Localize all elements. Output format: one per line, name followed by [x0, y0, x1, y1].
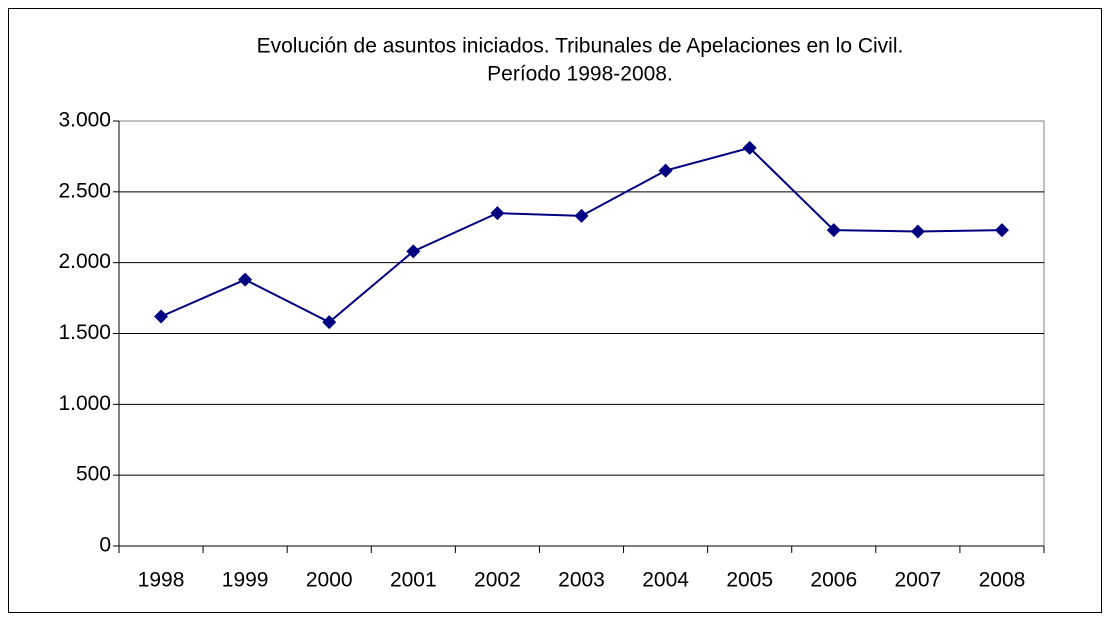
data-point: [994, 223, 1009, 238]
x-tick-label: 2006: [810, 569, 857, 592]
y-tick-label: 2.000: [58, 250, 111, 273]
x-tick-label: 2003: [558, 569, 605, 592]
x-tick-label: 2005: [726, 569, 773, 592]
chart-border: [8, 8, 1102, 613]
data-point: [490, 206, 505, 221]
y-tick-label: 1.000: [58, 392, 111, 415]
data-point: [406, 244, 421, 259]
data-point: [322, 315, 337, 330]
x-tick-label: 2008: [979, 569, 1026, 592]
x-tick-label: 1998: [138, 569, 185, 592]
data-point: [826, 223, 841, 238]
x-tick-label: 2004: [642, 569, 689, 592]
x-tick-label: 2001: [390, 569, 437, 592]
data-point: [910, 224, 925, 239]
x-tick-label: 2000: [306, 569, 353, 592]
x-tick-label: 2007: [895, 569, 942, 592]
x-tick-label: 2002: [474, 569, 521, 592]
chart-title: Evolución de asuntos iniciados. Tribunal…: [257, 35, 904, 58]
data-point: [574, 208, 589, 223]
y-tick-label: 500: [76, 463, 111, 486]
y-tick-label: 0: [99, 534, 111, 557]
y-tick-label: 1.500: [58, 321, 111, 344]
y-tick-label: 2.500: [58, 179, 111, 202]
data-point: [238, 272, 253, 287]
data-point: [154, 309, 169, 324]
x-tick-label: 1999: [222, 569, 269, 592]
chart-subtitle: Período 1998-2008.: [487, 63, 673, 86]
y-tick-label: 3.000: [58, 109, 111, 132]
data-point: [658, 163, 673, 178]
data-point: [742, 140, 757, 155]
